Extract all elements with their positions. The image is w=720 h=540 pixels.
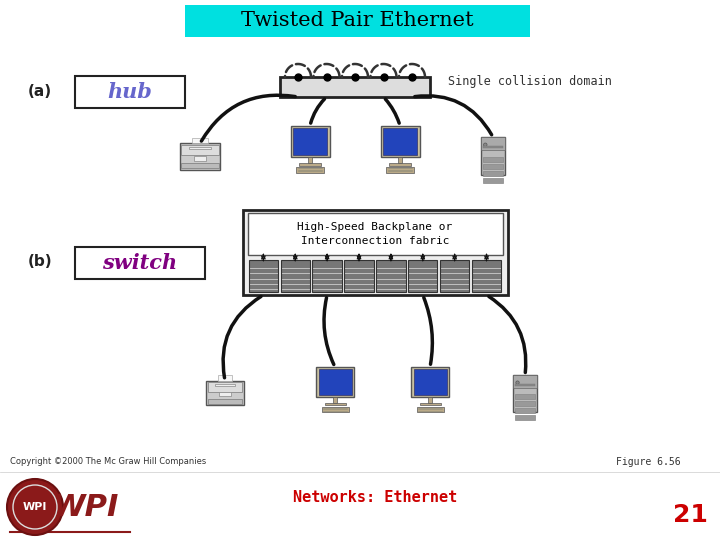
FancyBboxPatch shape <box>185 5 530 37</box>
FancyBboxPatch shape <box>513 375 536 412</box>
FancyBboxPatch shape <box>322 407 348 412</box>
FancyBboxPatch shape <box>333 397 337 403</box>
Text: Single collision domain: Single collision domain <box>448 75 612 87</box>
FancyBboxPatch shape <box>483 171 503 176</box>
FancyBboxPatch shape <box>481 137 505 175</box>
FancyBboxPatch shape <box>483 157 503 162</box>
Text: Figure 6.56: Figure 6.56 <box>616 457 680 467</box>
FancyBboxPatch shape <box>75 76 185 108</box>
FancyBboxPatch shape <box>181 145 219 156</box>
FancyBboxPatch shape <box>516 401 534 406</box>
FancyBboxPatch shape <box>513 375 536 388</box>
FancyBboxPatch shape <box>75 247 205 279</box>
FancyBboxPatch shape <box>281 260 310 292</box>
FancyBboxPatch shape <box>411 367 449 397</box>
FancyBboxPatch shape <box>416 407 444 412</box>
Circle shape <box>7 479 63 535</box>
FancyBboxPatch shape <box>380 126 420 157</box>
Circle shape <box>13 485 57 529</box>
Text: hub: hub <box>107 82 153 102</box>
FancyBboxPatch shape <box>325 403 346 405</box>
FancyBboxPatch shape <box>483 178 503 183</box>
Text: Networks: Ethernet: Networks: Ethernet <box>293 489 457 504</box>
FancyBboxPatch shape <box>483 164 503 169</box>
FancyBboxPatch shape <box>472 260 501 292</box>
FancyBboxPatch shape <box>389 163 411 166</box>
FancyBboxPatch shape <box>208 382 242 392</box>
Text: WPI: WPI <box>51 492 119 522</box>
FancyBboxPatch shape <box>440 260 469 292</box>
FancyBboxPatch shape <box>248 260 278 292</box>
FancyBboxPatch shape <box>290 126 330 157</box>
FancyBboxPatch shape <box>516 394 534 399</box>
Text: High-Speed Backplane or
Interconnection fabric: High-Speed Backplane or Interconnection … <box>297 222 453 246</box>
Text: (b): (b) <box>27 254 53 269</box>
FancyBboxPatch shape <box>408 260 438 292</box>
FancyBboxPatch shape <box>243 210 508 295</box>
FancyBboxPatch shape <box>293 128 327 154</box>
FancyBboxPatch shape <box>383 128 417 154</box>
FancyBboxPatch shape <box>516 383 534 386</box>
Text: Copyright ©2000 The Mc Graw Hill Companies: Copyright ©2000 The Mc Graw Hill Compani… <box>10 457 206 467</box>
FancyBboxPatch shape <box>215 384 235 386</box>
Text: (a): (a) <box>28 84 52 99</box>
FancyBboxPatch shape <box>296 167 324 173</box>
FancyBboxPatch shape <box>189 147 211 150</box>
FancyBboxPatch shape <box>397 157 402 163</box>
FancyBboxPatch shape <box>208 399 242 403</box>
Text: 21: 21 <box>672 503 708 527</box>
Circle shape <box>484 143 487 146</box>
FancyBboxPatch shape <box>248 213 503 255</box>
FancyBboxPatch shape <box>307 157 312 163</box>
FancyBboxPatch shape <box>376 260 405 292</box>
FancyBboxPatch shape <box>481 137 505 151</box>
FancyBboxPatch shape <box>194 156 206 161</box>
Text: switch: switch <box>102 253 178 273</box>
FancyBboxPatch shape <box>299 163 321 166</box>
FancyBboxPatch shape <box>220 392 231 396</box>
FancyBboxPatch shape <box>386 167 414 173</box>
FancyBboxPatch shape <box>516 408 534 413</box>
FancyBboxPatch shape <box>516 415 534 420</box>
FancyBboxPatch shape <box>420 403 441 405</box>
FancyBboxPatch shape <box>181 163 219 168</box>
FancyBboxPatch shape <box>318 369 351 395</box>
Circle shape <box>516 381 519 384</box>
FancyBboxPatch shape <box>428 397 432 403</box>
FancyBboxPatch shape <box>280 77 430 97</box>
FancyBboxPatch shape <box>312 260 342 292</box>
FancyBboxPatch shape <box>207 381 243 405</box>
FancyBboxPatch shape <box>180 144 220 170</box>
Text: WPI: WPI <box>23 502 48 512</box>
FancyBboxPatch shape <box>192 138 208 144</box>
FancyBboxPatch shape <box>483 146 503 148</box>
FancyBboxPatch shape <box>316 367 354 397</box>
FancyBboxPatch shape <box>413 369 446 395</box>
FancyBboxPatch shape <box>218 375 232 381</box>
Text: Twisted Pair Ethernet: Twisted Pair Ethernet <box>241 11 474 30</box>
FancyBboxPatch shape <box>344 260 374 292</box>
